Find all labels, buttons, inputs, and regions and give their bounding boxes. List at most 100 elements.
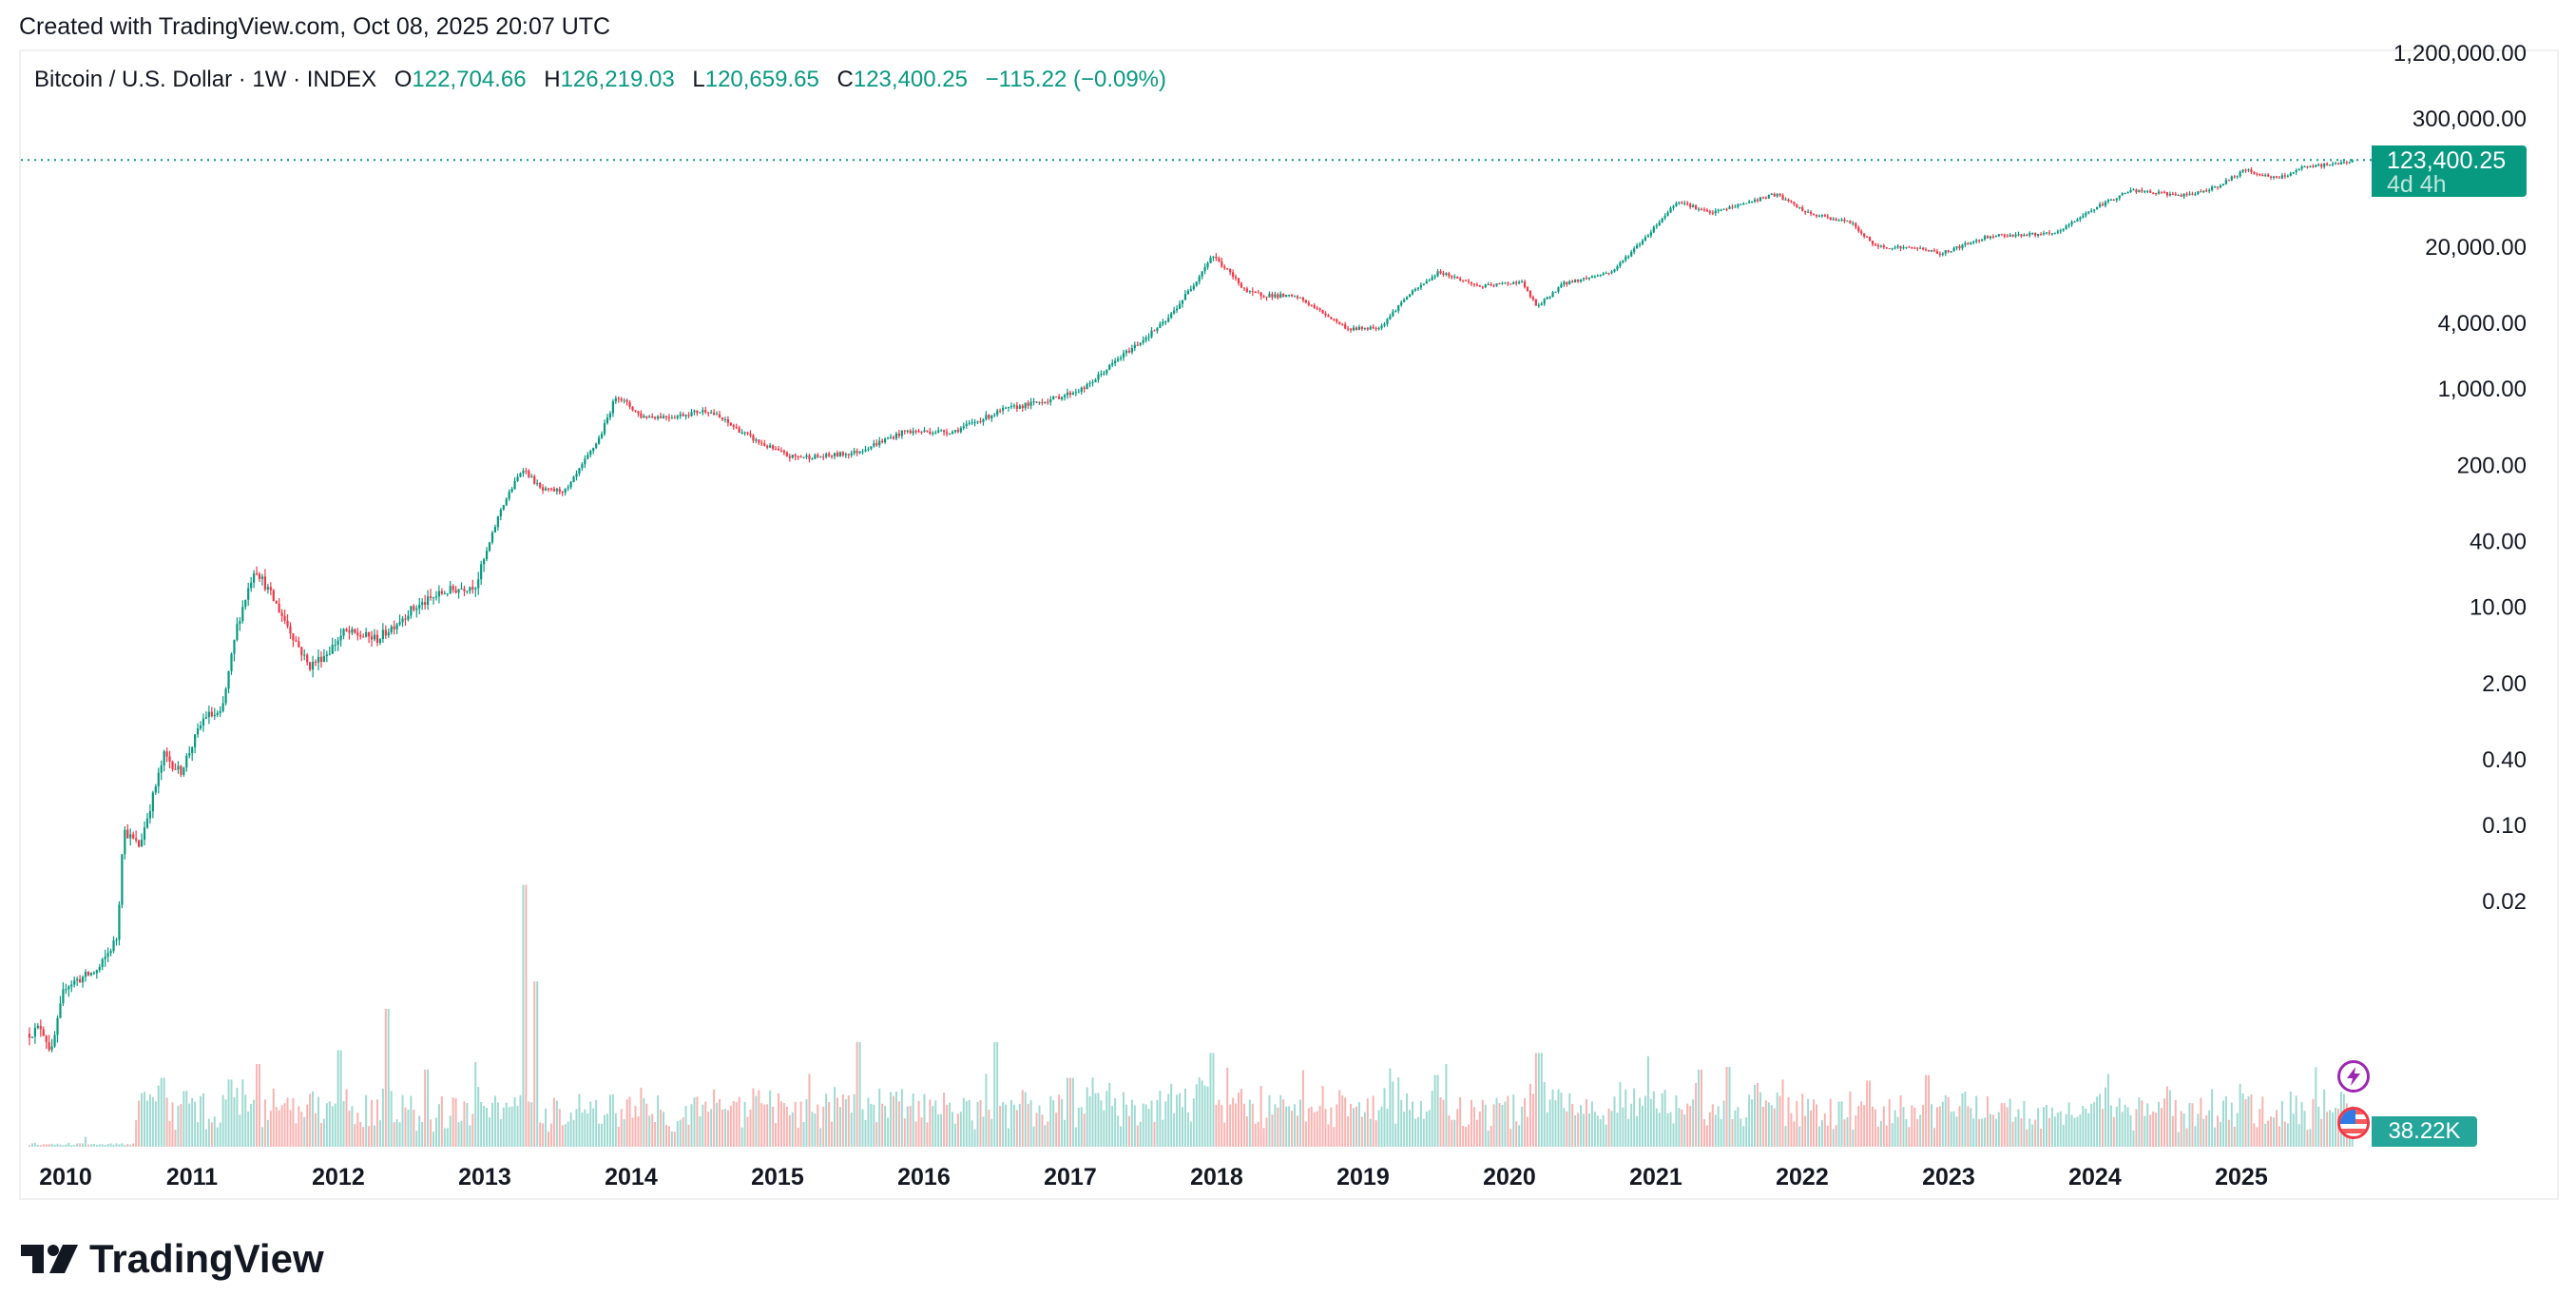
- volume-bar: [2317, 1106, 2320, 1147]
- candle-body: [1392, 311, 1394, 317]
- candle-body: [2098, 203, 2102, 207]
- volume-bar: [1540, 1053, 1543, 1147]
- symbol-title[interactable]: Bitcoin / U.S. Dollar · 1W · INDEX: [34, 67, 377, 92]
- volume-bar: [354, 1124, 356, 1147]
- candle-body: [894, 434, 898, 439]
- candle-body: [2115, 198, 2118, 201]
- candle-body: [909, 430, 912, 434]
- tradingview-logo[interactable]: TradingView: [21, 1236, 324, 1282]
- volume-bar: [2247, 1095, 2250, 1147]
- candle-body: [522, 471, 525, 474]
- volume-bar: [2135, 1109, 2138, 1147]
- candle-body: [336, 640, 339, 646]
- volume-bar: [923, 1093, 926, 1147]
- volume-bar: [1646, 1055, 1649, 1147]
- volume-bar: [825, 1093, 828, 1147]
- volume-bar: [951, 1112, 953, 1147]
- volume-bar: [1810, 1110, 1813, 1147]
- candle-body: [1436, 271, 1439, 277]
- volume-bar: [339, 1050, 342, 1147]
- volume-bar: [875, 1122, 878, 1147]
- candle-body: [292, 633, 295, 641]
- candle-body: [1077, 392, 1080, 394]
- volume-bar: [163, 1077, 165, 1147]
- volume-bar: [2011, 1121, 2014, 1147]
- candle-body: [2101, 203, 2105, 206]
- candle-body: [328, 653, 331, 655]
- price-axis[interactable]: 1,200,000.00300,000.0020,000.004,000.001…: [2393, 41, 2527, 915]
- candle-body: [342, 629, 345, 636]
- volume-bar: [598, 1123, 601, 1147]
- candle-body: [1189, 289, 1192, 291]
- candle-body: [853, 451, 855, 454]
- volume-bar: [1277, 1107, 1279, 1147]
- candle-body: [1899, 245, 1902, 249]
- candle-body: [1554, 291, 1557, 293]
- candle-body: [311, 662, 315, 670]
- volume-bar: [1605, 1124, 1607, 1147]
- volume-bar: [1330, 1107, 1333, 1147]
- volume-bar: [763, 1104, 766, 1147]
- volume-bar: [914, 1121, 917, 1147]
- volume-bar: [620, 1109, 623, 1147]
- us-flag-event-icon[interactable]: [2337, 1107, 2370, 1139]
- volume-bar: [2161, 1108, 2163, 1147]
- volume-bar: [1232, 1097, 1235, 1147]
- volume-bar: [617, 1126, 620, 1147]
- volume-bar: [1740, 1118, 1742, 1147]
- lightning-event-icon[interactable]: [2337, 1060, 2370, 1093]
- candle-body: [1658, 222, 1661, 226]
- volume-bar: [1380, 1106, 1383, 1147]
- candle-body: [1817, 215, 1821, 217]
- candle-body: [62, 989, 65, 1004]
- candle-body: [239, 621, 241, 625]
- volume-bar: [2177, 1132, 2180, 1147]
- volume-bar: [269, 1111, 272, 1147]
- volume-bar: [1849, 1091, 1852, 1147]
- candle-body: [2230, 176, 2233, 181]
- volume-bar: [2087, 1113, 2090, 1147]
- chart-frame[interactable]: [19, 49, 2559, 1200]
- candle-body: [2297, 168, 2300, 171]
- candle-body: [1223, 266, 1226, 269]
- volume-bar: [1153, 1121, 1156, 1147]
- candle-body: [2306, 166, 2309, 168]
- candle-body: [808, 455, 811, 459]
- candle-body: [1526, 287, 1529, 291]
- candle-body: [836, 453, 839, 456]
- candle-body: [2328, 164, 2332, 166]
- volume-bar: [2102, 1109, 2105, 1147]
- candle-body: [356, 632, 359, 636]
- volume-bar: [1807, 1098, 1810, 1147]
- created-with-caption: Created with TradingView.com, Oct 08, 20…: [19, 13, 611, 40]
- candle-body: [1582, 278, 1586, 280]
- volume-bar: [2174, 1099, 2177, 1147]
- candle-body: [1835, 219, 1837, 221]
- candle-body: [437, 590, 440, 597]
- time-axis[interactable]: 2010 2011 2012 2013 2014 2015 2016 2017 2018 2019…: [39, 1164, 2268, 1190]
- candle-body: [1879, 245, 1882, 247]
- volume-bar: [651, 1113, 654, 1147]
- candle-body: [1459, 278, 1462, 281]
- candle-body: [255, 572, 259, 574]
- candle-body: [1304, 300, 1307, 303]
- candle-body: [2213, 186, 2217, 188]
- volume-bar: [2056, 1113, 2059, 1147]
- volume-bar: [480, 1102, 483, 1147]
- volume-bar: [259, 1064, 261, 1147]
- candle-body: [418, 604, 421, 609]
- volume-bar: [1686, 1103, 1689, 1147]
- volume-bar: [1064, 1119, 1067, 1147]
- volume-bar: [841, 1093, 844, 1147]
- volume-bar: [637, 1116, 640, 1147]
- volume-bar: [256, 1064, 259, 1147]
- volume-bar: [2286, 1123, 2289, 1147]
- volume-bar: [1761, 1107, 1764, 1147]
- volume-bar: [2194, 1126, 2197, 1147]
- volume-bar: [1557, 1089, 1560, 1147]
- volume-bar: [477, 1087, 480, 1147]
- volume-bar: [371, 1099, 374, 1147]
- volume-bar: [1262, 1128, 1265, 1147]
- volume-bar: [2158, 1101, 2161, 1147]
